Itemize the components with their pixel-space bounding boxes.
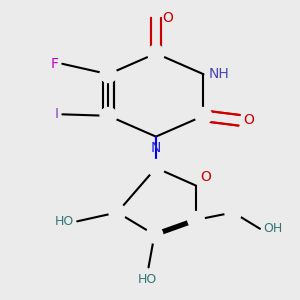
Circle shape xyxy=(148,160,164,176)
Circle shape xyxy=(188,212,204,228)
Circle shape xyxy=(100,66,117,82)
Text: O: O xyxy=(244,113,254,127)
Text: HO: HO xyxy=(54,215,74,228)
Text: F: F xyxy=(51,57,59,71)
Text: I: I xyxy=(55,107,59,121)
Circle shape xyxy=(109,204,126,221)
Text: HO: HO xyxy=(137,273,157,286)
Text: O: O xyxy=(200,170,211,184)
Text: N: N xyxy=(151,141,161,155)
Text: NH: NH xyxy=(208,67,229,81)
Text: O: O xyxy=(162,11,173,25)
Circle shape xyxy=(225,204,242,221)
Circle shape xyxy=(146,226,163,243)
Circle shape xyxy=(148,45,164,62)
Circle shape xyxy=(100,107,117,124)
Text: OH: OH xyxy=(263,222,283,235)
Circle shape xyxy=(195,107,212,124)
